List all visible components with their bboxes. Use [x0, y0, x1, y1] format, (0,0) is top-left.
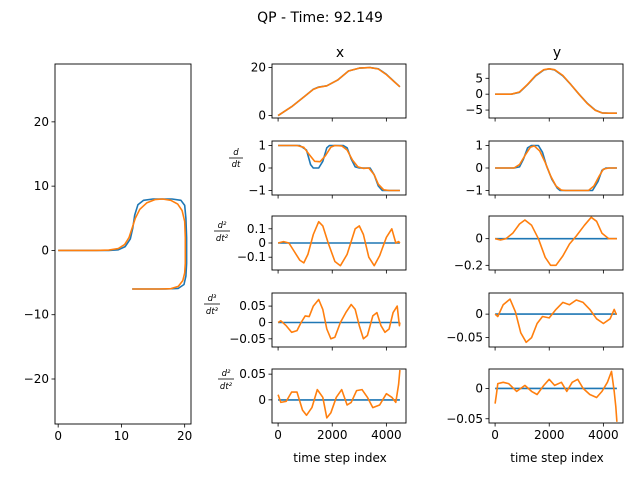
series-line-d3x-2: [277, 298, 401, 340]
subplot-path: 0 10 20 −20 −10 0 10 20: [24, 63, 192, 443]
y-tick-label-d2x: −0.1: [237, 250, 266, 264]
y-tick-label-d3y: −0.05: [446, 331, 483, 345]
series-line-d2x-2: [277, 220, 401, 267]
series-line-d4y-2: [494, 370, 618, 422]
row-label-snap: d² dt²: [218, 369, 234, 392]
series-line-dx-2: [278, 144, 400, 192]
subplot-x: 0 20: [251, 61, 407, 123]
y-tick-label-d3x: −0.05: [229, 332, 266, 346]
y-tick-label-d2y: −0.2: [454, 258, 483, 272]
x-tick-label-path: 20: [177, 429, 192, 443]
x-tick-label-path: 10: [114, 429, 129, 443]
row-label-jerk: d³ dt³: [204, 294, 220, 317]
axes-frame-d4x: [271, 368, 407, 424]
row-label-snap-num: d²: [222, 369, 231, 379]
y-tick-label-d2y: 0: [475, 232, 483, 246]
x-tick-label-d4y: 0: [491, 428, 499, 442]
y-tick-label-dx: −1: [248, 184, 266, 198]
y-tick-label-y: 0: [475, 87, 483, 101]
series-line-dy-2: [495, 145, 617, 192]
series-line-y-2: [495, 68, 617, 114]
y-tick-label-d3x: 0: [258, 315, 266, 329]
subplot-d3y: −0.05 0: [446, 292, 624, 351]
axes-frame-d4y: [488, 368, 624, 424]
subplot-dx: −1 0 1: [248, 139, 407, 199]
column-title-x: x: [336, 45, 344, 61]
axes-frame-y: [488, 63, 624, 119]
axes-frame-x: [271, 63, 407, 119]
axes-frame-d2y: [488, 215, 624, 271]
x-tick-label-d4y: 2000: [534, 428, 565, 442]
y-tick-label-dx: 0: [258, 161, 266, 175]
y-tick-label-dy: 1: [475, 139, 483, 153]
y-tick-label-d4y: −0.05: [446, 412, 483, 426]
y-tick-label-y: 5: [475, 71, 483, 85]
subplot-d3x: −0.05 0 0.05: [229, 292, 407, 351]
row-label-acceleration: d² dt²: [214, 221, 230, 244]
series-line-x-2: [277, 66, 401, 117]
row-label-snap-den: dt²: [220, 382, 233, 392]
x-tick-label-d4x: 2000: [317, 428, 348, 442]
row-label-velocity-den: dt: [232, 160, 241, 170]
y-tick-label-dy: 0: [475, 161, 483, 175]
xlabel-x-column: time step index: [293, 451, 387, 465]
y-tick-label-d3y: 0: [475, 307, 483, 321]
series-line-d3y-2: [494, 298, 617, 344]
subplot-d2x: −0.100.1: [237, 215, 407, 274]
y-tick-label-d4x: 0: [258, 393, 266, 407]
y-tick-label-path: 10: [34, 179, 49, 193]
row-label-velocity: d dt: [229, 148, 243, 170]
axes-frame-path: [54, 63, 192, 425]
subplot-dy: −1 0 1: [465, 139, 624, 199]
axes-frame-d3x: [271, 292, 407, 348]
x-tick-label-d4x: 4000: [371, 428, 402, 442]
y-tick-label-x: 20: [251, 61, 266, 75]
y-tick-label-y: −5: [465, 103, 483, 117]
series-line-d4x-2: [277, 369, 401, 419]
y-tick-label-d2x: 0.1: [247, 222, 266, 236]
x-tick-label-path: 0: [54, 429, 62, 443]
subplot-d4x: 0 2000 4000 0 0.05: [239, 367, 407, 442]
subplot-y: −5 0 5: [465, 63, 624, 122]
y-tick-label-x: 0: [258, 109, 266, 123]
y-tick-label-path: −20: [24, 372, 49, 386]
subplot-d4y: 0 2000 4000 −0.05 0: [446, 368, 624, 442]
figure-title: QP - Time: 92.149: [257, 10, 383, 26]
series-line-path-2: [58, 198, 187, 290]
row-label-jerk-num: d³: [208, 294, 217, 304]
subplot-d2y: −0.2 0: [454, 215, 624, 274]
x-tick-label-d4y: 4000: [588, 428, 619, 442]
y-tick-label-path: 0: [41, 243, 49, 257]
y-tick-label-d4y: 0: [475, 381, 483, 395]
axes-frame-d3y: [488, 292, 624, 348]
y-tick-label-d4x: 0.05: [239, 367, 266, 381]
x-tick-label-d4x: 0: [274, 428, 282, 442]
y-tick-label-dy: −1: [465, 184, 483, 198]
y-tick-label-d2x: 0: [258, 236, 266, 250]
row-label-acceleration-num: d²: [218, 221, 227, 231]
y-tick-label-dx: 1: [258, 139, 266, 153]
row-label-acceleration-den: dt²: [216, 234, 229, 244]
y-tick-label-d3x: 0.05: [239, 299, 266, 313]
xlabel-y-column: time step index: [510, 451, 604, 465]
row-label-velocity-num: d: [233, 148, 239, 158]
row-label-jerk-den: dt³: [206, 307, 219, 317]
series-line-d2y-2: [494, 216, 617, 267]
y-tick-label-path: 20: [34, 115, 49, 129]
y-tick-label-path: −10: [24, 308, 49, 322]
column-title-y: y: [553, 45, 561, 61]
